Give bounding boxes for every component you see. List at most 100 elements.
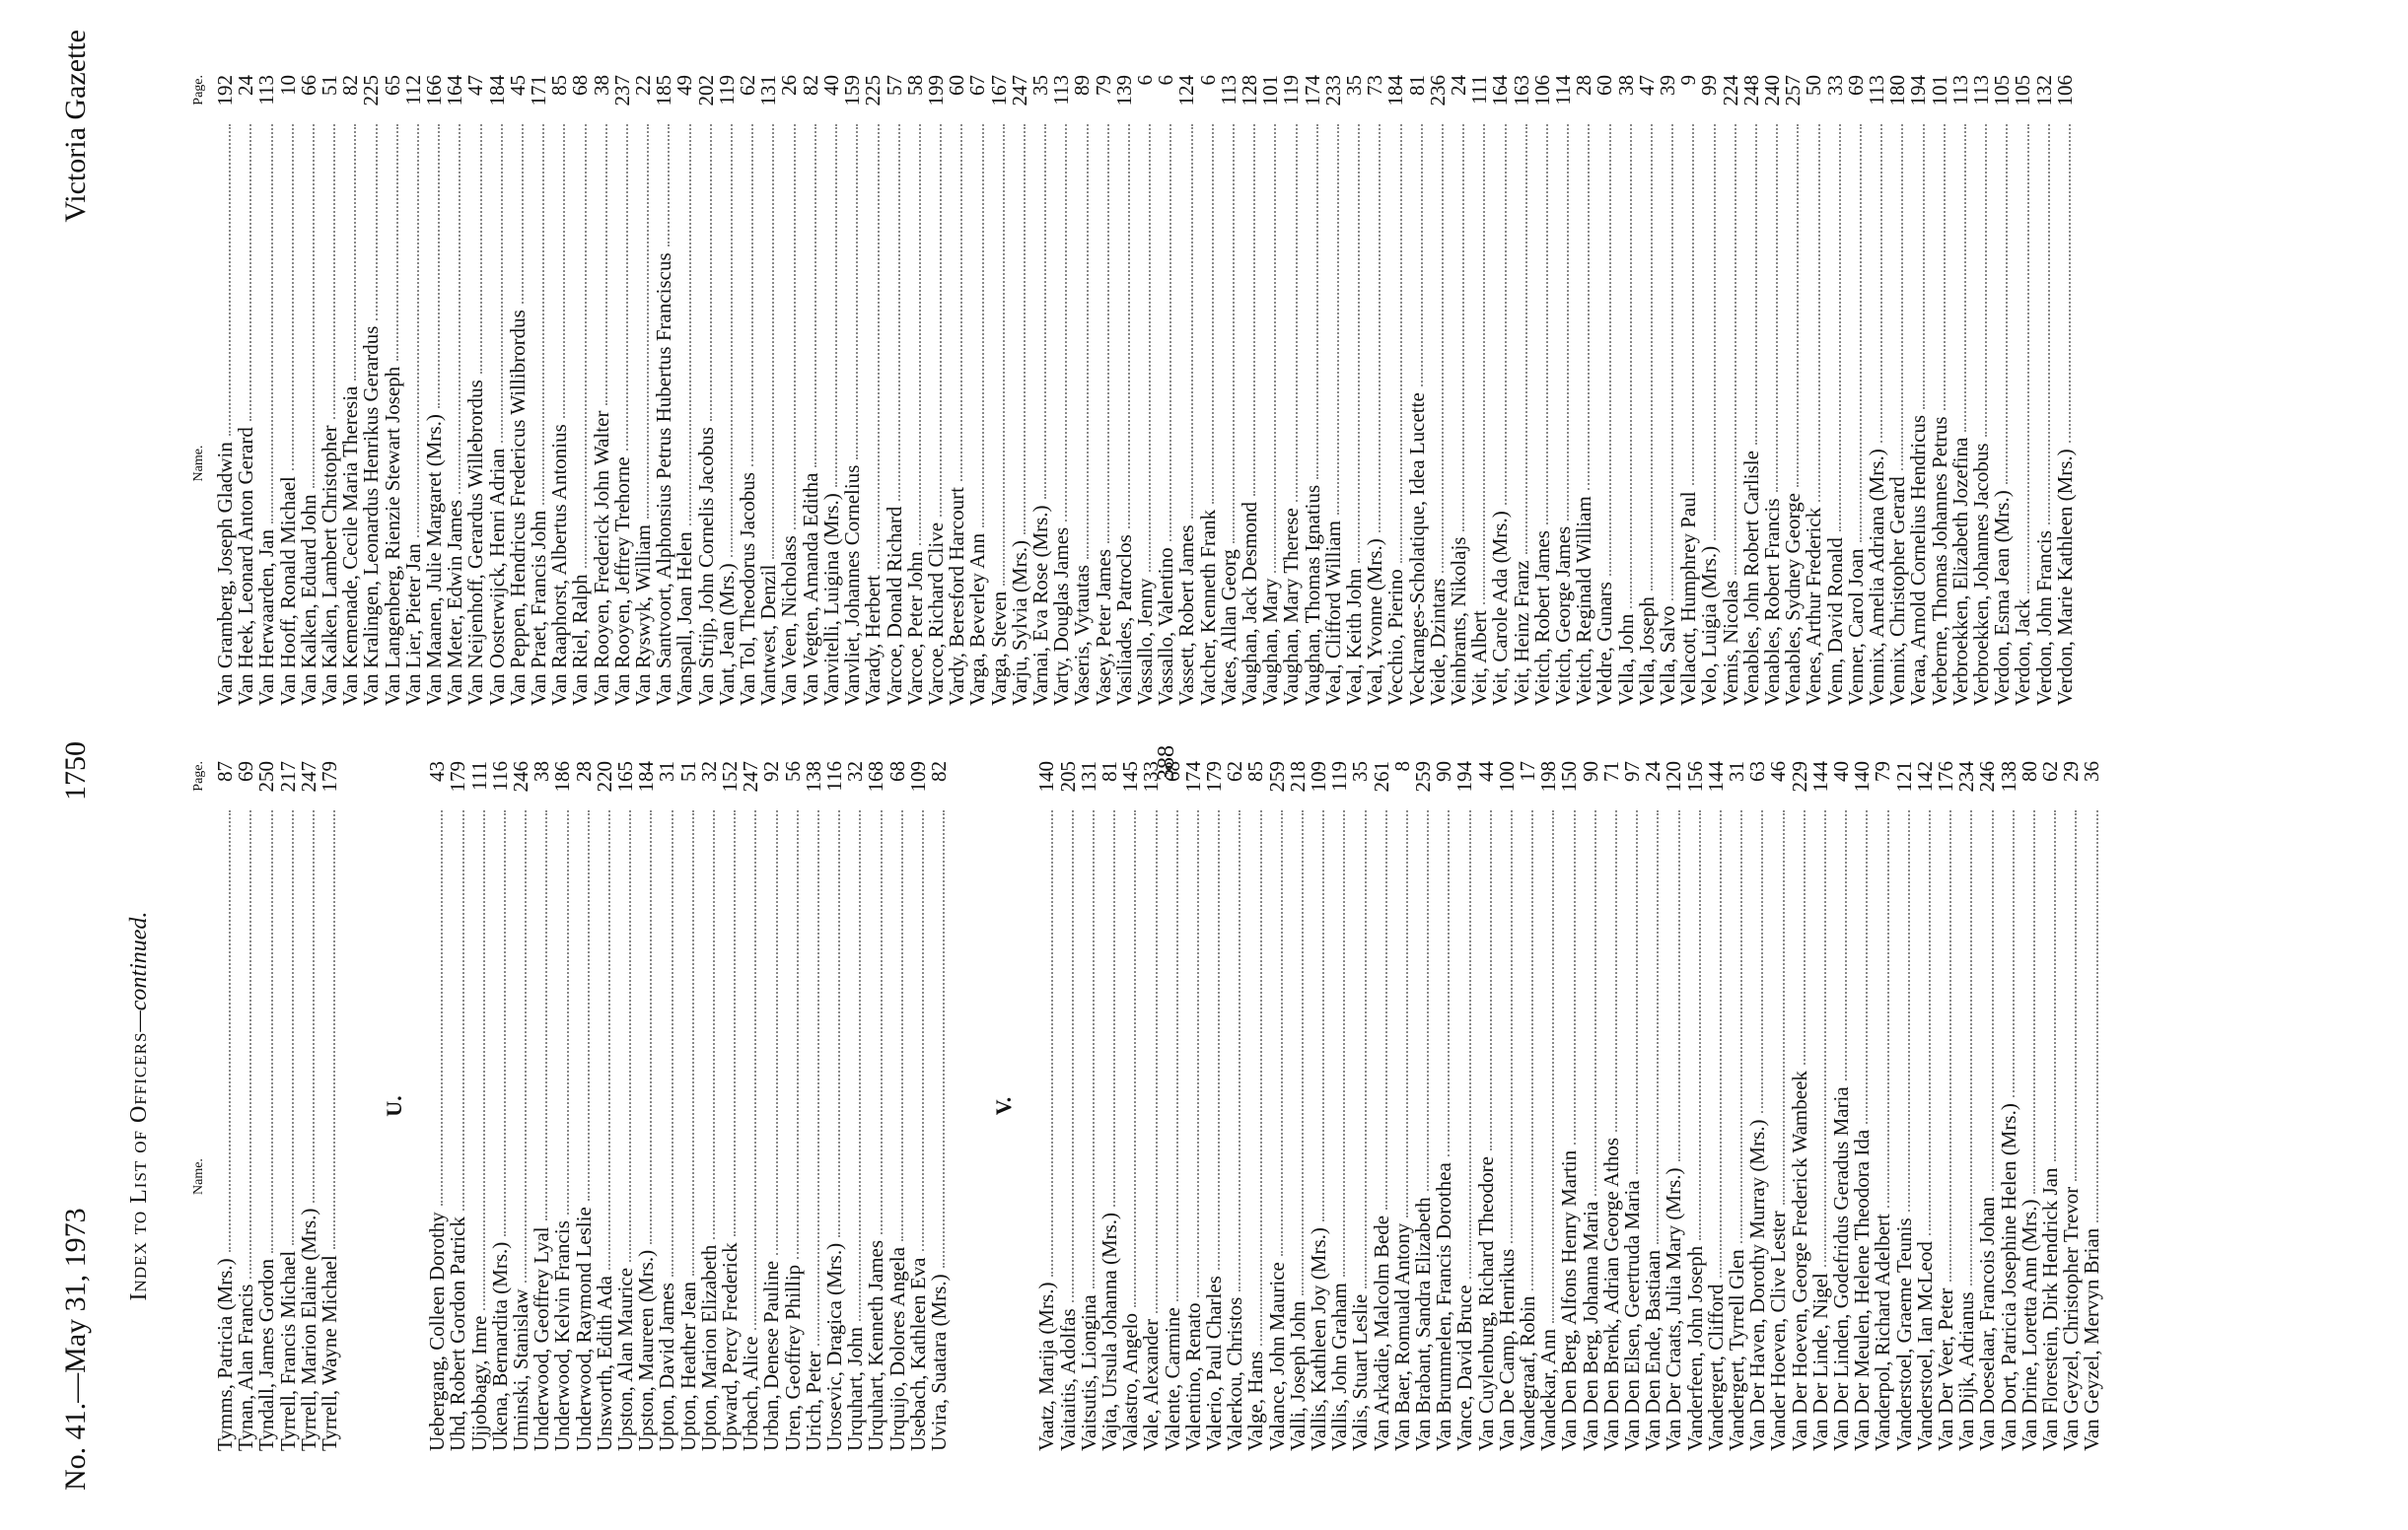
entry-page: 45 <box>505 75 530 96</box>
dot-leader <box>1134 810 1137 1308</box>
entry-name: Vandergert, Clifford <box>1703 1284 1728 1451</box>
entry-name: Urosevic, Dragica (Mrs.) <box>822 1242 847 1451</box>
entry-page: 68 <box>568 75 593 96</box>
entry-name: Valance, John Maurice <box>1264 1262 1289 1451</box>
entry-name: Vassallo, Valentino <box>1154 547 1178 706</box>
dot-leader <box>1065 124 1068 522</box>
dot-leader <box>438 124 441 409</box>
dot-leader <box>1901 124 1904 471</box>
entry-name: Vant, Jean (Mrs.) <box>714 563 739 706</box>
entry-name: Vasey, Peter James <box>1091 548 1115 706</box>
entry-page: 111 <box>466 761 491 791</box>
index-entry: Vandergert, Clifford 144 <box>1703 761 1728 1451</box>
entry-name: Verbroekken, Elizabeth Jozefina <box>1948 437 1972 706</box>
index-entry: Upward, Percy Frederick 152 <box>718 761 743 1451</box>
index-entry: Vanspall, Joan Helen 49 <box>673 75 696 706</box>
entry-page: 225 <box>359 75 384 106</box>
entry-name: Van Dort, Patricia Josephine Helen (Mrs.… <box>1996 1103 2020 1451</box>
entry-page: 35 <box>1341 75 1366 96</box>
entry-name: Vandekar, Ann <box>1536 1329 1561 1451</box>
entry-name: Van De Camp, Henrikus <box>1494 1248 1519 1451</box>
entry-name: Venn, David Ronald <box>1822 537 1847 706</box>
dot-leader <box>2012 810 2015 1098</box>
entry-name: Van Kalken, Lambert Christopher <box>318 425 342 706</box>
entry-page: 139 <box>1111 75 1136 106</box>
index-entry: Vellacott, Humphrey Paul 9 <box>1676 75 1701 706</box>
entry-page: 121 <box>1891 761 1916 793</box>
index-entry: Van Der Linde, Nigel 144 <box>1807 761 1832 1451</box>
dot-leader <box>395 124 398 361</box>
dot-leader <box>1929 810 1932 1236</box>
entry-page: 179 <box>446 761 470 793</box>
dot-leader <box>1740 810 1743 1244</box>
entry-page: 38 <box>1613 75 1638 96</box>
title-text: Index to List of Officers <box>126 1031 152 1301</box>
dot-leader <box>626 124 629 452</box>
dot-leader <box>1364 810 1367 1288</box>
index-entry: Verberne, Thomas Johannes Petrus 101 <box>1928 75 1951 706</box>
dot-leader <box>709 124 712 422</box>
entry-page: 92 <box>759 761 784 782</box>
index-entry: Van Vegten, Amanda Editha 82 <box>799 75 822 706</box>
column-headings: Name. Page. <box>187 75 215 706</box>
index-entry: Veldre, Gunars 60 <box>1593 75 1616 706</box>
entry-name: Veide, Dzintars <box>1425 578 1450 706</box>
entry-name: Upward, Percy Frederick <box>718 1242 743 1451</box>
dot-leader <box>1336 124 1339 516</box>
entry-page: 240 <box>1760 75 1785 106</box>
index-entry: Urquhart, Kenneth James 168 <box>864 761 887 1451</box>
entry-page: 31 <box>655 761 679 782</box>
dot-leader <box>731 124 734 558</box>
entry-name: Vallis, John Graham <box>1327 1283 1352 1451</box>
entry-page: 9 <box>1676 75 1701 86</box>
entry-page: 119 <box>1327 761 1352 792</box>
entry-page: 171 <box>527 75 551 106</box>
entry-name: Van Der Linde, Nigel <box>1807 1273 1832 1451</box>
dot-leader <box>584 124 587 569</box>
index-entry: Vecchio, Pierino 184 <box>1383 75 1407 706</box>
index-entry: Vaatz, Marija (Mrs.) 140 <box>1034 761 1059 1451</box>
entry-name: Vaatz, Marija (Mrs.) <box>1034 1282 1059 1451</box>
dot-leader <box>1379 124 1381 533</box>
entry-page: 120 <box>1662 761 1686 793</box>
entry-name: Tyrrell, Wayne Michael <box>318 1255 342 1451</box>
index-entry: Urquijo, Dolores Angela 68 <box>885 761 909 1451</box>
entry-page: 106 <box>1529 75 1554 106</box>
entry-name: Van Meter, Edwin James <box>443 499 467 706</box>
dot-leader <box>1441 124 1444 573</box>
entry-page: 24 <box>234 75 258 96</box>
dot-leader <box>960 124 963 482</box>
dot-leader <box>1169 124 1172 542</box>
dot-leader <box>814 124 816 467</box>
entry-name: Vaughan, Jack Desmond <box>1237 501 1261 706</box>
index-entry: Valentino, Renato 174 <box>1181 761 1205 1451</box>
entry-name: Van Cuylenburg, Richard Theodore <box>1473 1156 1498 1451</box>
dot-leader <box>1608 124 1611 577</box>
entry-page: 185 <box>652 75 676 106</box>
index-entry: Vatcher, Kenneth Frank 6 <box>1196 75 1220 706</box>
entry-name: Veitch, George James <box>1551 525 1575 706</box>
entry-name: Vale, Alexander <box>1139 1318 1164 1451</box>
dot-leader <box>1629 124 1632 608</box>
dot-leader <box>1922 124 1925 409</box>
entry-name: Venables, John Robert Carlisle <box>1738 451 1763 706</box>
entry-page: 82 <box>338 75 363 96</box>
dot-leader <box>2054 810 2057 1162</box>
entry-name: Tyrrell, Francis Michael <box>275 1250 300 1451</box>
entry-page: 68 <box>885 761 909 782</box>
entry-name: Underwood, Geoffrey Lyal <box>530 1226 554 1451</box>
entry-name: Vandergert, Tyrrell Glen <box>1725 1249 1748 1451</box>
entry-name: Van Gramberg, Joseph Gladwin <box>213 442 237 706</box>
entry-name: Underwood, Kelvin Francis <box>550 1220 575 1451</box>
index-entry: Uhd, Robert Gordon Patrick 179 <box>446 761 470 1451</box>
entry-name: Veitch, Reginald William <box>1572 496 1596 706</box>
publication: Victoria Gazette <box>59 30 92 223</box>
entry-name: Van Rooyen, Jeffrey Trehorne <box>609 456 634 706</box>
entry-name: Van Der Linden, Godefridus Geradus Maria <box>1829 1086 1854 1451</box>
entry-page: 6 <box>1132 75 1157 86</box>
index-entry: Van Den Berg, Johanna Maria 90 <box>1579 761 1602 1451</box>
dot-leader <box>1677 810 1680 1162</box>
index-entry: Van Geyzel, Christopher Trevor 29 <box>2059 761 2083 1451</box>
entry-name: Vandegraaf, Robin <box>1515 1295 1539 1451</box>
dot-leader <box>1462 124 1465 531</box>
